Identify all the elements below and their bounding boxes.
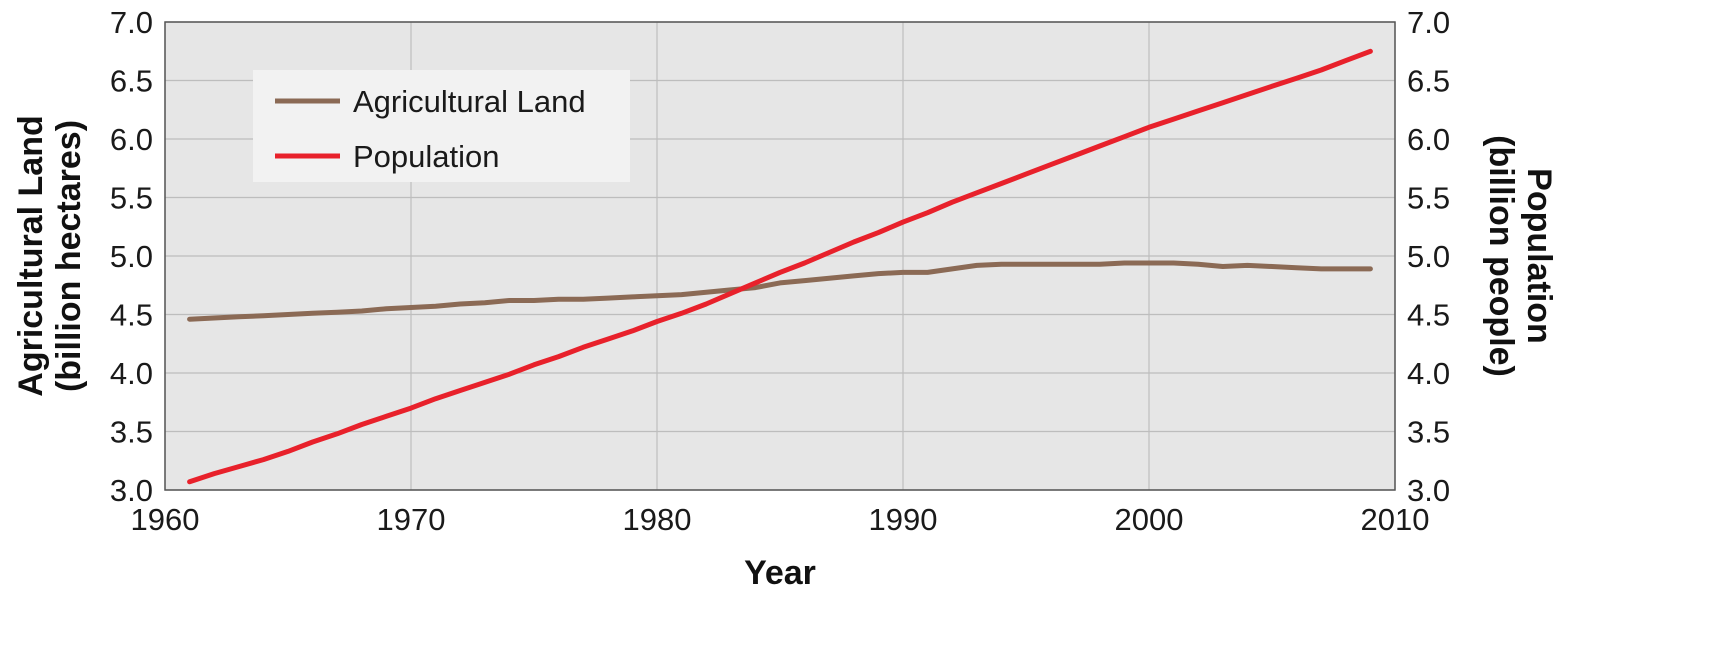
left-y-axis-title-line2: (billion hectares) [50,120,88,392]
right-y-tick-label: 5.0 [1407,239,1450,274]
left-y-tick-label: 6.5 [110,64,153,99]
x-axis-ticks: 1960 1970 1980 1990 2000 2010 [131,502,1430,537]
plot-area-frame [164,21,1396,491]
right-y-axis-title: Population (billion people) [1482,135,1558,377]
right-y-tick-label: 6.5 [1407,64,1450,99]
x-tick-label: 1970 [377,502,446,537]
x-tick-label: 2000 [1115,502,1184,537]
x-tick-label: 2010 [1361,502,1430,537]
right-y-axis-title-line2: (billion people) [1482,135,1520,377]
left-y-tick-label: 5.5 [110,181,153,216]
right-y-axis-title-line1: Population [1520,168,1558,344]
left-y-tick-label: 7.0 [110,5,153,40]
right-y-tick-label: 3.0 [1407,473,1450,508]
left-y-axis-title-line1: Agricultural Land [12,115,50,396]
left-y-tick-label: 6.0 [110,122,153,157]
left-y-tick-label: 4.0 [110,356,153,391]
series-line-agricultural-land [187,260,1373,322]
x-tick-label: 1990 [869,502,938,537]
legend-label-agricultural-land: Agricultural Land [353,84,586,119]
right-y-tick-label: 7.0 [1407,5,1450,40]
right-y-tick-label: 6.0 [1407,122,1450,157]
series-line-population [187,48,1373,485]
series-lines [187,48,1373,485]
x-axis-title: Year [744,554,816,592]
left-y-axis-title: Agricultural Land (billion hectares) [12,115,88,396]
x-tick-label: 1960 [131,502,200,537]
left-y-tick-label: 4.5 [110,298,153,333]
right-y-tick-label: 3.5 [1407,415,1450,450]
legend: Agricultural Land Population [253,70,630,182]
left-y-tick-label: 3.0 [110,473,153,508]
right-y-tick-label: 4.5 [1407,298,1450,333]
right-y-axis-ticks: 3.0 3.5 4.0 4.5 5.0 5.5 6.0 6.5 7.0 [1407,5,1450,508]
right-y-tick-label: 4.0 [1407,356,1450,391]
left-y-axis-ticks: 3.0 3.5 4.0 4.5 5.0 5.5 6.0 6.5 7.0 [110,5,153,508]
x-tick-label: 1980 [623,502,692,537]
left-y-tick-label: 5.0 [110,239,153,274]
legend-box [253,70,630,182]
legend-label-population: Population [353,139,500,174]
right-y-tick-label: 5.5 [1407,181,1450,216]
left-y-tick-label: 3.5 [110,415,153,450]
